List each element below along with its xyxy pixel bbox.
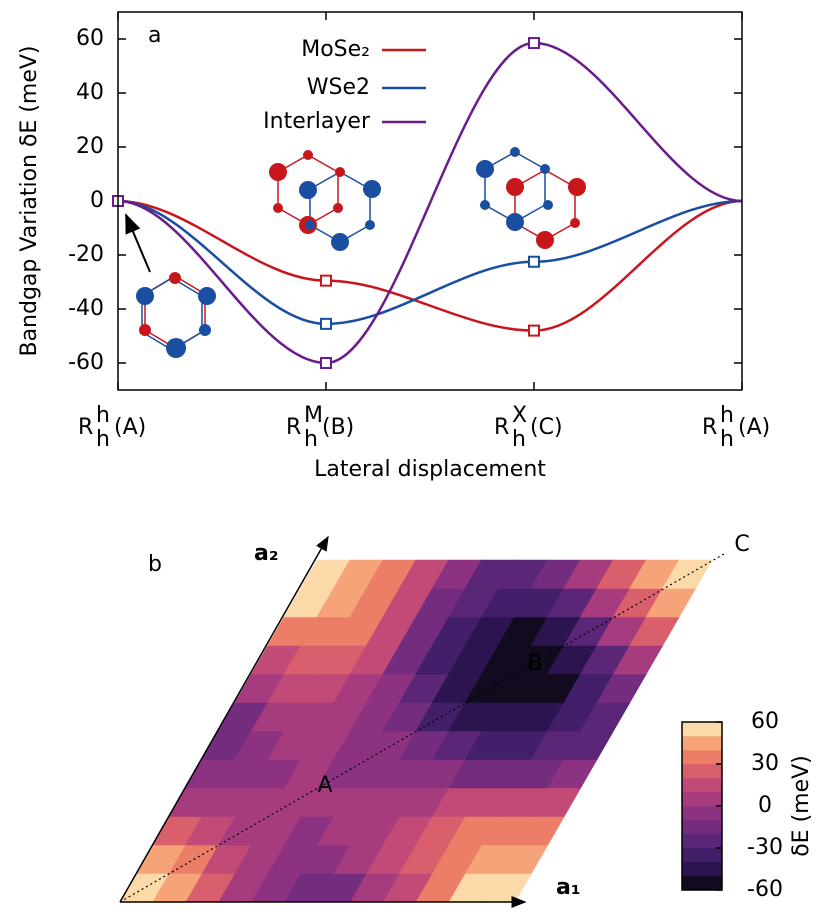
y-tick-label: -40: [68, 296, 104, 321]
colorbar-bin: [681, 791, 723, 807]
colorbar-tick-label: 30: [751, 751, 779, 776]
x-tick-sup: h: [96, 403, 110, 428]
point-label: B: [527, 651, 542, 676]
axis-arrow: [119, 535, 329, 903]
data-point: [320, 317, 332, 330]
x-tick-label: (A): [114, 415, 146, 440]
colorbar-bin: [681, 847, 723, 863]
y-axis-label: Bandgap Variation δE (meV): [17, 45, 42, 356]
x-tick-label: (A): [738, 415, 770, 440]
legend-label: Interlayer: [263, 109, 371, 134]
legend-label: MoSe₂: [301, 37, 370, 62]
x-tick-sub: h: [96, 427, 110, 452]
data-point: [320, 274, 332, 287]
y-tick-label: 40: [76, 80, 104, 105]
colorbar-bin: [681, 749, 723, 765]
colorbar-bin: [681, 819, 723, 835]
plot-frame: [117, 11, 743, 391]
panel-label: b: [148, 552, 162, 577]
x-tick-sup: X: [512, 403, 527, 428]
colorbar-tick-label: -60: [747, 877, 783, 902]
y-tick-label: 60: [76, 26, 104, 51]
colorbar-bin: [681, 777, 723, 793]
colorbar-bin: [681, 861, 723, 877]
colorbar-bin: [681, 721, 723, 737]
y-tick-label: -20: [68, 242, 104, 267]
x-tick-label: (C): [530, 415, 563, 440]
x-axis-label: Lateral displacement: [314, 457, 546, 482]
x-tick-label: R: [702, 415, 717, 440]
panel-label: a: [148, 23, 161, 48]
axis-label: a₁: [556, 875, 580, 900]
series-line: [117, 41, 743, 365]
contour-cell: [662, 559, 713, 589]
data-point: [320, 357, 332, 369]
series-line: [117, 199, 743, 332]
data-point: [528, 324, 540, 337]
point-label: A: [317, 773, 332, 798]
x-tick-label: (B): [322, 415, 354, 440]
x-tick-sub: h: [720, 427, 734, 452]
x-tick-label: R: [78, 415, 93, 440]
colorbar-bin: [681, 763, 723, 779]
colorbar-bin: [681, 735, 723, 751]
colorbar-tick-label: 0: [758, 793, 772, 818]
x-tick-sup: h: [720, 403, 734, 428]
colorbar-label: δE (meV): [789, 755, 814, 857]
point-label: C: [734, 532, 749, 557]
y-tick-label: -60: [68, 350, 104, 375]
axis-label: a₂: [254, 541, 278, 566]
colorbar-bin: [681, 805, 723, 821]
series-line: [117, 199, 743, 326]
x-tick-label: R: [286, 415, 301, 440]
y-tick-label: 0: [90, 188, 104, 213]
x-tick-label: R: [494, 415, 509, 440]
inset-structures: [125, 147, 586, 358]
y-tick-label: 20: [76, 134, 104, 159]
colorbar-tick-label: 60: [751, 709, 779, 734]
colorbar-bin: [681, 875, 723, 891]
x-tick-sup: M: [304, 403, 323, 428]
legend-label: WSe2: [307, 75, 370, 100]
colorbar-bin: [681, 833, 723, 849]
colorbar-tick-label: -30: [747, 835, 783, 860]
data-point: [528, 255, 540, 268]
data-point: [528, 37, 540, 50]
x-tick-sub: h: [304, 427, 318, 452]
diagonal: [119, 553, 725, 903]
x-tick-sub: h: [512, 427, 526, 452]
